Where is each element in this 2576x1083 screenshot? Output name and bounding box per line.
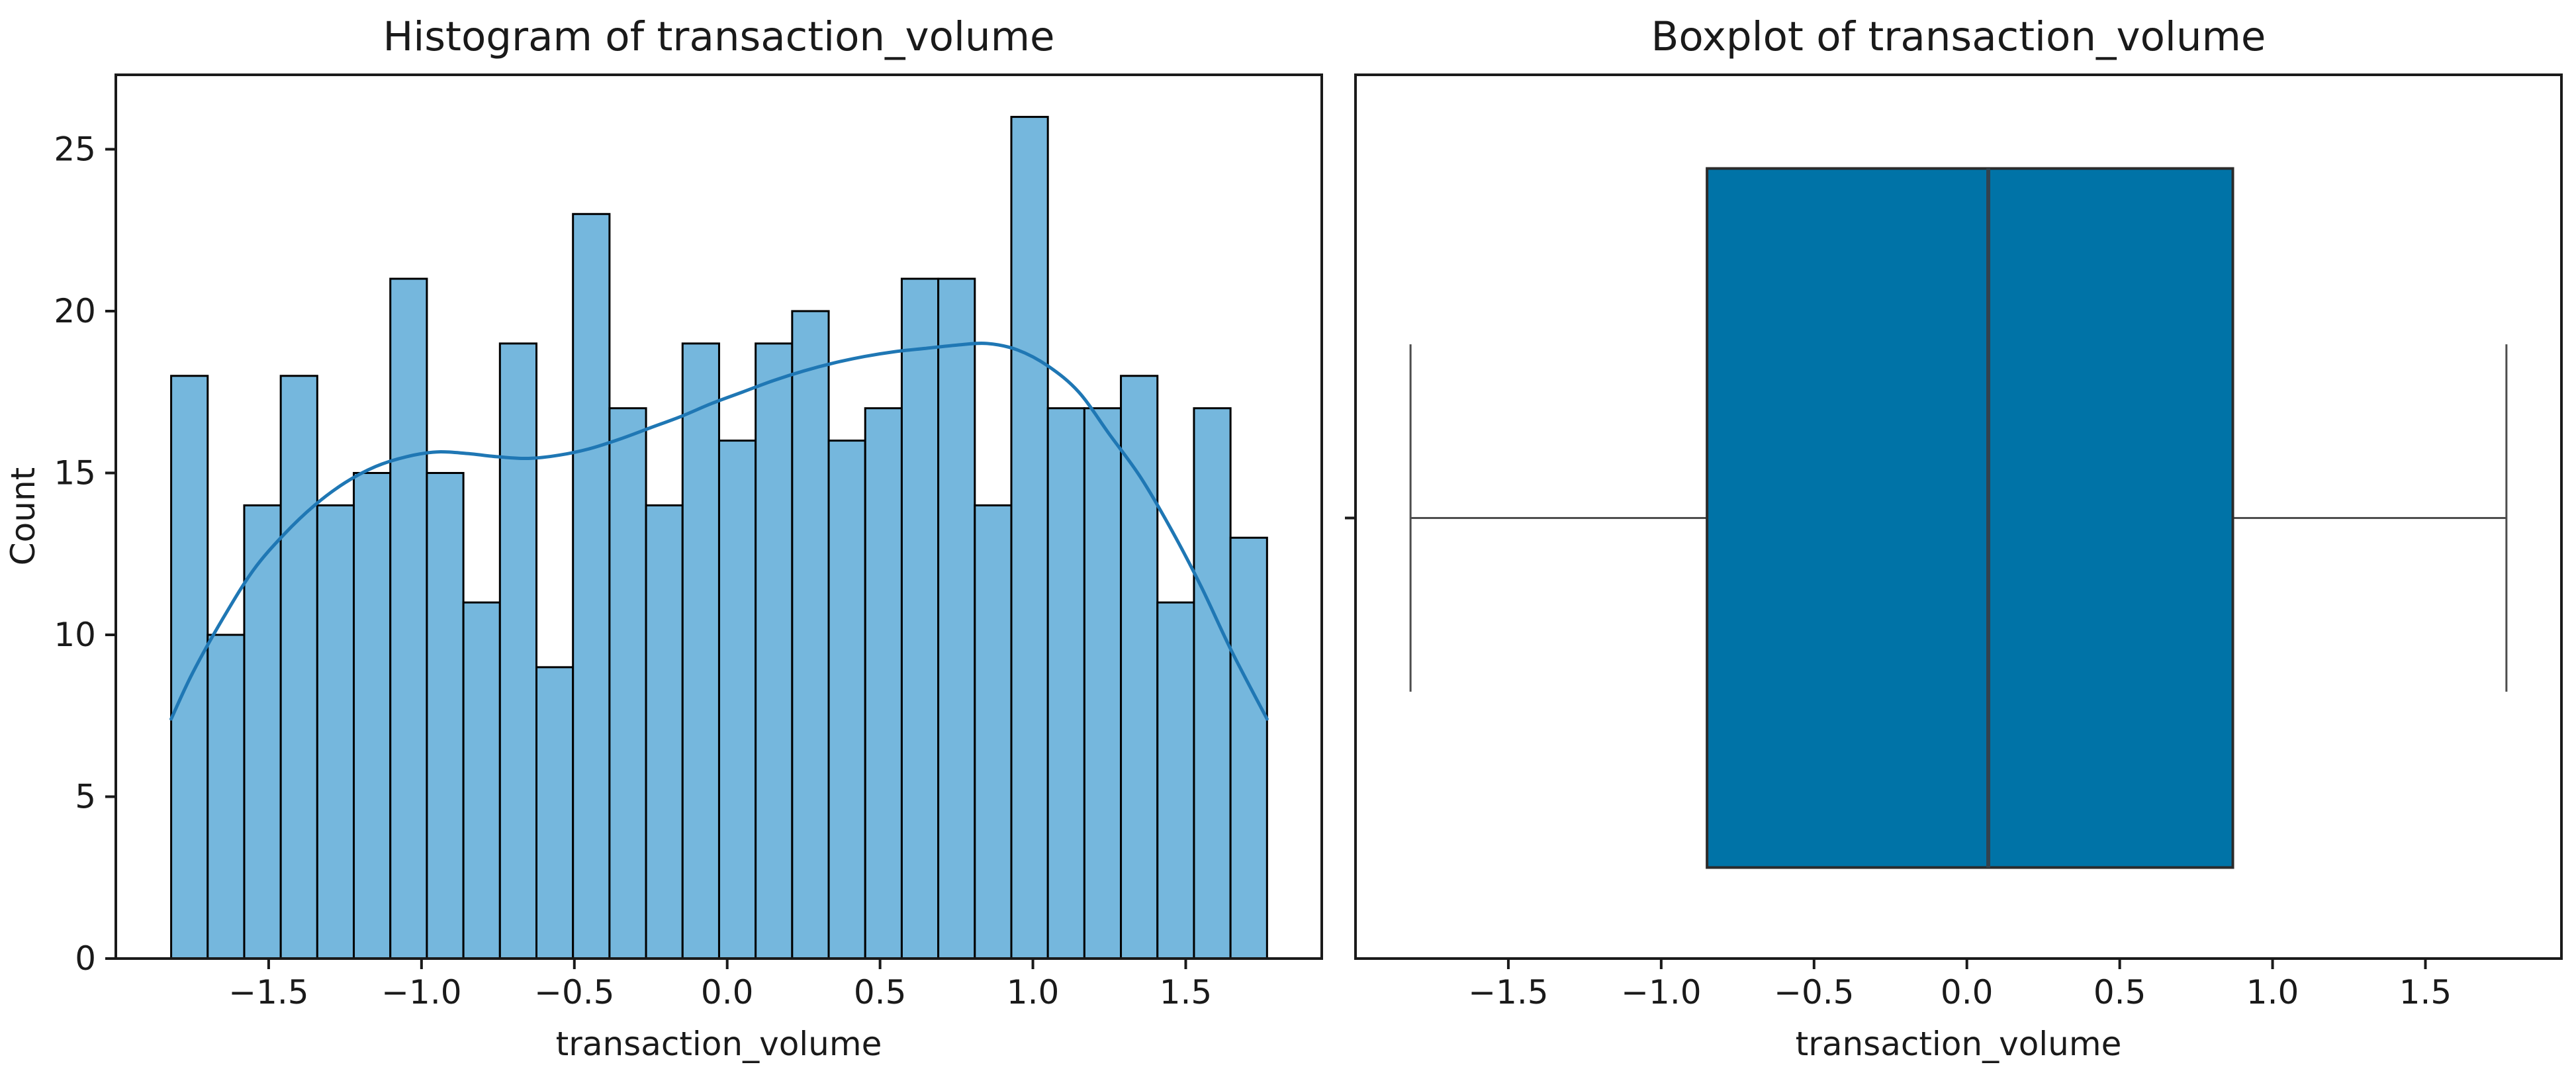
x-tick-label: 1.0 — [2246, 973, 2299, 1012]
y-tick-label: 15 — [54, 453, 96, 492]
hist-bar — [1046, 407, 1085, 960]
hist-bar — [170, 375, 209, 960]
x-tick-label: 0.0 — [1941, 973, 1994, 1012]
hist-bar — [353, 471, 392, 960]
axes-frame — [115, 73, 1323, 960]
hist-bar — [243, 504, 282, 960]
hist-bar — [279, 375, 318, 960]
hist-bar — [1156, 601, 1195, 960]
hist-bar — [827, 440, 866, 960]
x-tick-label: 0.0 — [701, 973, 754, 1012]
hist-bar — [426, 471, 465, 960]
x-tick-label: 0.5 — [2093, 973, 2146, 1012]
y-tick-label: 0 — [75, 939, 96, 978]
histogram-xlabel: transaction_volume — [556, 1025, 882, 1063]
hist-bar — [1193, 407, 1232, 960]
x-tick-label: 1.5 — [2399, 973, 2452, 1012]
x-tick-label: −1.0 — [1621, 973, 1701, 1012]
x-tick-label: 1.5 — [1160, 973, 1213, 1012]
hist-bar — [207, 634, 246, 960]
kde-line — [169, 342, 1269, 721]
y-tick-label: 25 — [54, 130, 96, 168]
x-tick-label: −1.0 — [381, 973, 461, 1012]
hist-bar — [1010, 116, 1049, 960]
hist-bar — [937, 277, 976, 960]
hist-bar — [717, 440, 757, 960]
hist-bar — [974, 504, 1013, 960]
hist-bar — [389, 277, 428, 960]
axes-frame — [1354, 73, 2563, 960]
hist-bar — [791, 310, 830, 960]
hist-bar — [498, 342, 538, 960]
hist-bar — [608, 407, 647, 960]
box-rect — [1706, 167, 2234, 869]
hist-bar — [535, 666, 575, 960]
hist-bar — [755, 342, 794, 960]
hist-bar — [900, 277, 940, 960]
x-tick-label: 1.0 — [1007, 973, 1060, 1012]
hist-bar — [572, 212, 611, 960]
boxplot-subplot: −1.5 −1.0 −0.5 0.0 0.5 1.0 1.5 — [1345, 73, 2563, 1012]
y-tick-label: 20 — [54, 292, 96, 330]
hist-bar — [681, 342, 720, 960]
hist-bar — [864, 407, 903, 960]
x-tick-label: −1.5 — [1468, 973, 1548, 1012]
hist-bar — [645, 504, 684, 960]
hist-bar — [462, 601, 501, 960]
histogram-ylabel: Count — [4, 467, 42, 566]
x-tick-label: −0.5 — [1774, 973, 1854, 1012]
x-tick-label: −0.5 — [534, 973, 614, 1012]
boxplot-xlabel: transaction_volume — [1796, 1025, 2122, 1063]
y-tick-label: 10 — [54, 616, 96, 654]
boxplot-title: Boxplot of transaction_volume — [1651, 13, 2266, 60]
hist-bar — [1229, 536, 1268, 960]
hist-bar — [316, 504, 355, 960]
histogram-title: Histogram of transaction_volume — [383, 13, 1054, 60]
histogram-subplot: −1.5 −1.0 −0.5 0.0 0.5 1.0 1.5 0 5 10 15 20 25 — [54, 73, 1323, 1012]
y-tick-label: 5 — [75, 777, 96, 816]
x-tick-label: −1.5 — [228, 973, 308, 1012]
hist-bar — [1083, 407, 1123, 960]
hist-bar — [1120, 375, 1159, 960]
x-tick-label: 0.5 — [854, 973, 907, 1012]
